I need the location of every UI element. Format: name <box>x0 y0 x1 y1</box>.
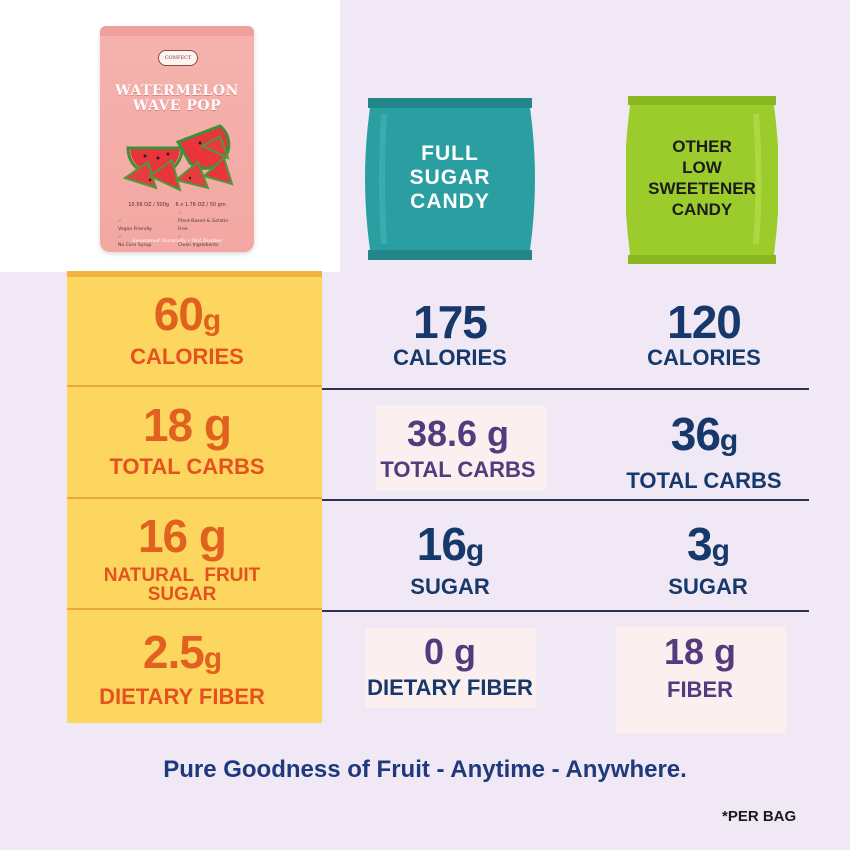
low-sweetener-sugar-unit: g <box>711 534 730 567</box>
low-sweetener-fiber-label: FIBER <box>667 677 733 702</box>
full-sugar-total-carbs: 38.6 g TOTAL CARBS <box>348 414 568 482</box>
full-sugar-carbs-label: TOTAL CARBS <box>380 457 536 482</box>
product-carbs-label: TOTAL CARBS <box>109 454 265 479</box>
full-sugar-sugar-label: SUGAR <box>410 574 490 599</box>
product-fiber: 2.5g DIETARY FIBER <box>57 628 307 709</box>
claim-item: ✓ Plant-Based & Gelatin Free <box>178 210 238 234</box>
check-icon: ✓ <box>118 235 122 240</box>
bag-label-line: SUGAR <box>409 166 491 189</box>
product-carbs-value: 18 <box>142 399 193 451</box>
low-sweetener-sugar-label: SUGAR <box>668 574 748 599</box>
product-name: WATERMELON WAVE POP <box>100 84 254 114</box>
footnote: *PER BAG <box>722 808 797 825</box>
low-sweetener-bag-label: OTHER LOW SWEETENER CANDY <box>626 136 778 220</box>
bag-label-line: CANDY <box>671 200 733 219</box>
product-fiber-label: DIETARY FIBER <box>99 684 265 709</box>
watermelon-slices-icon <box>122 124 234 192</box>
net-weight: 10.56 OZ / 300g 6 x 1.76 OZ / 50 gm <box>100 202 254 208</box>
product-name-line2: WAVE POP <box>132 98 222 114</box>
claim-item: ✓ No Corn Syrup <box>118 234 178 250</box>
full-sugar-fiber: 0 g DIETARY FIBER <box>340 632 560 700</box>
full-sugar-fiber-value: 0 <box>423 631 445 672</box>
bag-seal <box>100 26 254 36</box>
product-carbs-unit: g <box>192 399 232 451</box>
product-calories-value: 60 <box>153 288 204 340</box>
low-sweetener-sugar: 3g SUGAR <box>598 520 818 599</box>
green-bag-icon <box>626 96 778 264</box>
product-calories-unit: g <box>202 304 221 337</box>
bag-label-line: LOW <box>682 158 722 177</box>
product-fiber-value: 2.5 <box>142 626 205 678</box>
tagline: Pure Goodness of Fruit - Anytime - Anywh… <box>163 756 687 783</box>
full-sugar-sugar-unit: g <box>465 534 484 567</box>
value-panel <box>376 406 546 490</box>
full-sugar-fiber-label: DIETARY FIBER <box>367 675 533 700</box>
bag-label-line: OTHER <box>672 137 732 156</box>
full-sugar-sugar-value: 16 <box>416 518 467 570</box>
highlight-row-divider <box>67 608 322 610</box>
pack-size-value: 6 x 1.76 OZ / 50 gm <box>175 202 226 208</box>
highlight-column-top-edge <box>67 271 322 277</box>
claim-text: No Corn Syrup <box>118 243 152 248</box>
product-sugar-label-line2: SUGAR <box>147 584 217 605</box>
claim-text: Clean Ingredients <box>178 243 219 248</box>
check-icon: ✓ <box>118 219 122 224</box>
product-claims: ✓ Vegan Friendly✓ Plant-Based & Gelatin … <box>118 210 242 250</box>
teal-bag-icon <box>365 98 535 260</box>
product-total-carbs: 18 g TOTAL CARBS <box>67 401 307 479</box>
low-sweetener-fiber-unit: g <box>704 631 737 672</box>
low-sweetener-calories: 120 CALORIES <box>594 298 814 370</box>
low-sweetener-carbs-label: TOTAL CARBS <box>626 468 782 493</box>
full-sugar-carbs-unit: g <box>477 413 510 454</box>
low-sweetener-total-carbs: 36g TOTAL CARBS <box>594 410 814 493</box>
net-weight-value: 10.56 OZ / 300g <box>128 202 170 208</box>
full-sugar-carbs-value: 38.6 <box>406 413 478 454</box>
claim-item: ✓ Vegan Friendly <box>118 218 178 234</box>
product-sugar-unit: g <box>187 510 227 562</box>
product-calories-label: CALORIES <box>130 344 244 369</box>
row-divider <box>322 388 809 390</box>
product-name-line1: WATERMELON <box>115 83 239 99</box>
low-sweetener-calories-label: CALORIES <box>647 345 761 370</box>
bag-tagline: Sweetened Naturally • Not Nasties <box>132 238 222 244</box>
bag-label-line: CANDY <box>410 190 490 213</box>
full-sugar-calories-label: CALORIES <box>393 345 507 370</box>
full-sugar-fiber-unit: g <box>444 631 477 672</box>
low-sweetener-carbs-value: 36 <box>670 408 721 460</box>
low-sweetener-calories-value: 120 <box>667 296 742 348</box>
bag-label-line: SWEETENER <box>648 179 756 198</box>
low-sweetener-fiber-value: 18 <box>663 631 705 672</box>
watermelon-wave-pop-bag: CONFECT WATERMELON WAVE POP 10.56 OZ / 3… <box>100 26 254 252</box>
full-sugar-bag-label: FULL SUGAR CANDY <box>364 142 536 214</box>
full-sugar-candy-bag: FULL SUGAR CANDY <box>364 94 536 264</box>
low-sweetener-candy-bag: OTHER LOW SWEETENER CANDY <box>626 94 778 266</box>
value-panel <box>616 626 786 734</box>
product-sugar-value: 16 <box>137 510 188 562</box>
check-icon: ✓ <box>178 211 182 216</box>
highlight-row-divider <box>67 497 322 499</box>
product-sugar: 16 g NATURAL FRUIT SUGAR <box>57 512 307 604</box>
claim-text: Vegan Friendly <box>118 227 152 232</box>
full-sugar-calories: 175 CALORIES <box>340 298 560 370</box>
bag-label-line: FULL <box>421 142 479 165</box>
claim-item: ✓ Clean Ingredients <box>178 234 238 250</box>
low-sweetener-fiber: 18 g FIBER <box>590 632 810 702</box>
row-divider <box>322 499 809 501</box>
value-panel <box>366 628 536 708</box>
product-sugar-label-line1: NATURAL FRUIT <box>103 565 261 586</box>
full-sugar-calories-value: 175 <box>413 296 488 348</box>
product-calories: 60g CALORIES <box>67 290 307 369</box>
brand-logo: CONFECT <box>158 50 198 66</box>
check-icon: ✓ <box>178 235 182 240</box>
claim-text: Plant-Based & Gelatin Free <box>178 219 229 232</box>
low-sweetener-carbs-unit: g <box>719 424 738 457</box>
product-fiber-unit: g <box>203 642 222 675</box>
highlight-row-divider <box>67 385 322 387</box>
low-sweetener-sugar-value: 3 <box>687 518 713 570</box>
full-sugar-sugar: 16g SUGAR <box>340 520 560 599</box>
row-divider <box>322 610 809 612</box>
